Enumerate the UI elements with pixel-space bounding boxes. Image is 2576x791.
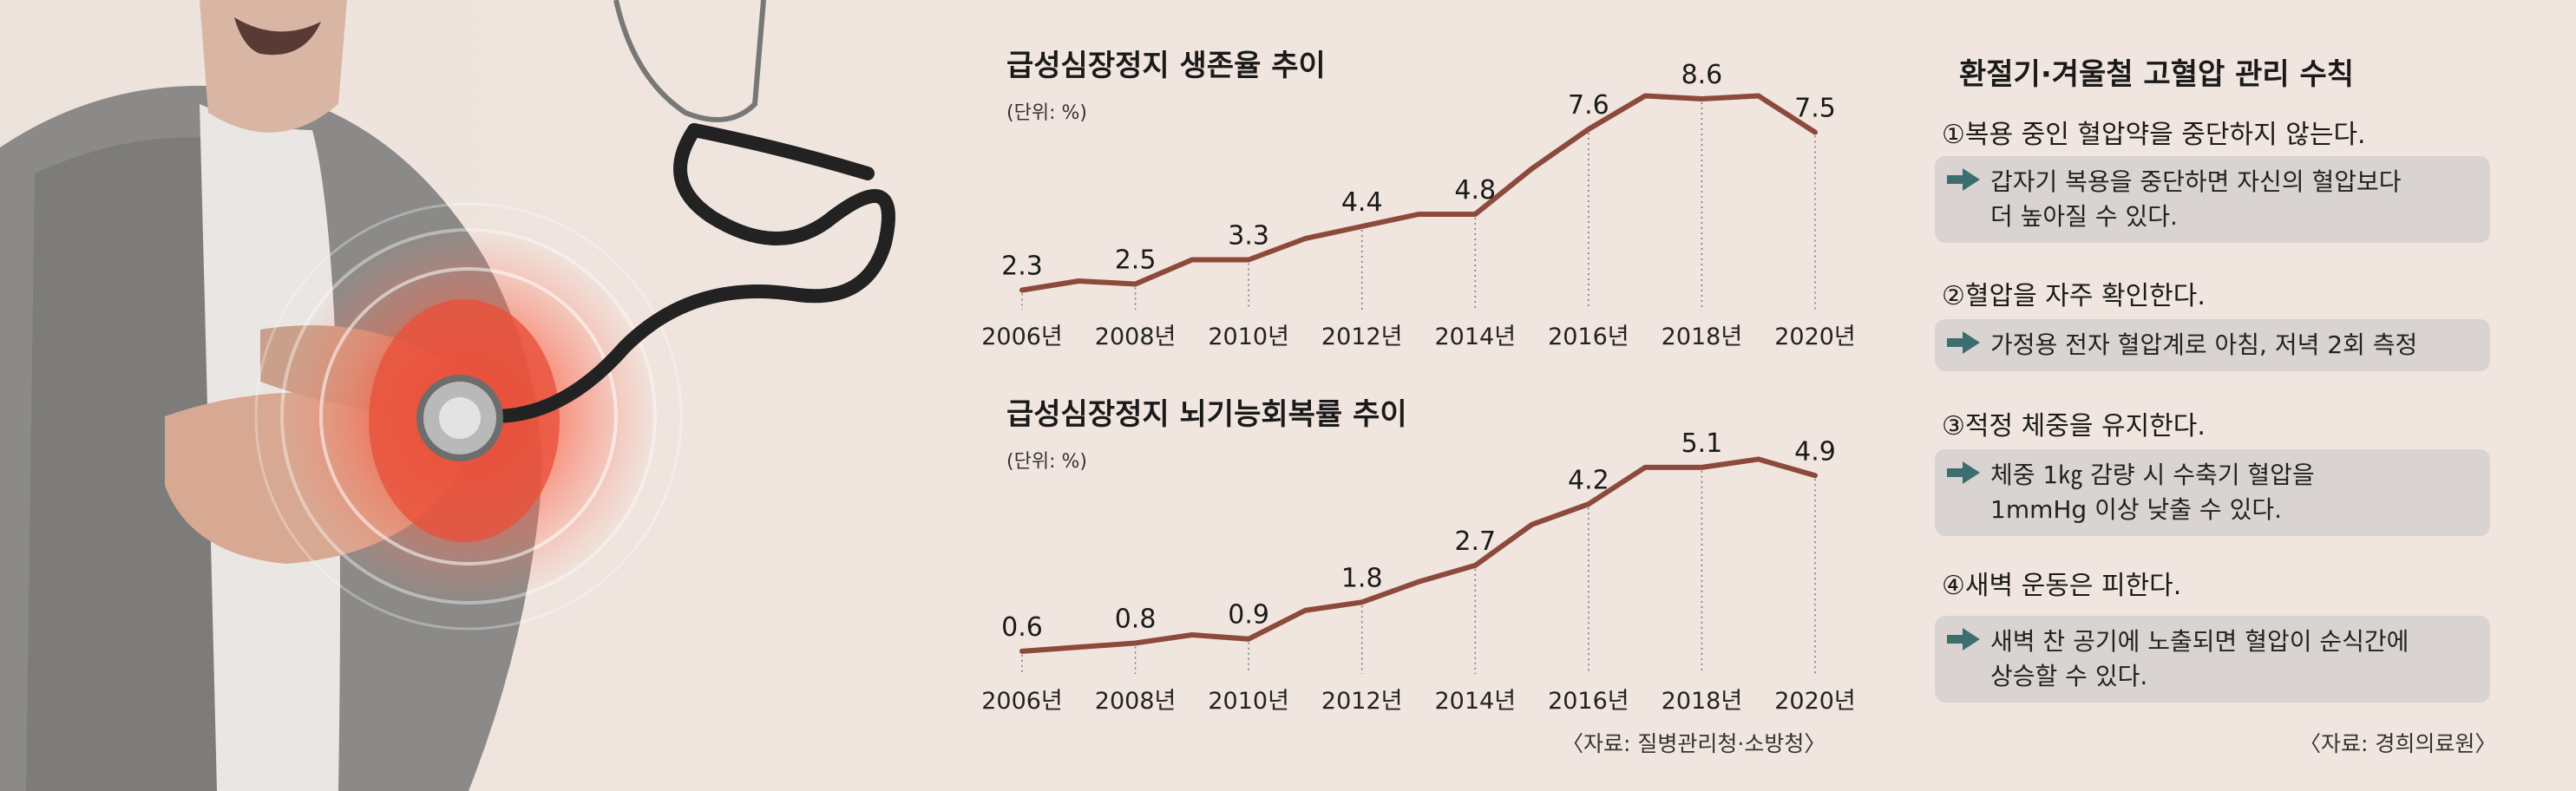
data-label: 0.6 xyxy=(1001,612,1043,643)
rule-4-detail: 새벽 찬 공기에 노출되면 혈압이 순식간에 상승할 수 있다. xyxy=(1990,627,2409,690)
data-label: 8.6 xyxy=(1681,60,1723,90)
rule-1-head: ①복용 중인 혈압약을 중단하지 않는다. xyxy=(1942,120,2366,150)
x-tick-label: 2010년 xyxy=(1208,688,1289,715)
survival-rate-chart: 2.3 2.5 3.3 4.4 4.8 7.6 8.6 7.5 2006년 2008년 2010년 2… xyxy=(981,60,1856,350)
rule-2-head: ②혈압을 자주 확인한다. xyxy=(1942,281,2206,311)
data-label: 4.2 xyxy=(1568,465,1609,495)
data-label: 2.5 xyxy=(1115,245,1157,276)
arrow-right-icon xyxy=(1947,331,1980,354)
x-tick-label: 2006년 xyxy=(981,688,1063,715)
rules-source: 〈자료: 경희의료원〉 xyxy=(2299,731,2497,756)
data-label: 4.8 xyxy=(1454,175,1496,206)
series-line xyxy=(1019,93,1818,293)
rule-2-box: 가정용 전자 혈압계로 아침, 저녁 2회 측정 xyxy=(1935,319,2490,371)
x-tick-label: 2018년 xyxy=(1662,688,1743,715)
heart-attack-illustration xyxy=(0,0,928,791)
rule-1-detail: 갑자기 복용을 중단하면 자신의 혈압보다 더 높아질 수 있다. xyxy=(1990,167,2402,231)
data-label: 7.6 xyxy=(1568,90,1609,121)
charts-source: 〈자료: 질병관리청·소방청〉 xyxy=(1562,731,1826,756)
data-label: 2.3 xyxy=(1001,252,1043,282)
series-line xyxy=(1019,456,1818,654)
data-label: 4.9 xyxy=(1794,436,1836,467)
data-label: 0.8 xyxy=(1115,604,1157,634)
rule-4-head: ④새벽 운동은 피한다. xyxy=(1942,571,2182,601)
x-tick-label: 2010년 xyxy=(1208,324,1289,350)
x-tick-label: 2008년 xyxy=(1095,688,1177,715)
x-tick-label: 2012년 xyxy=(1321,324,1403,350)
rule-2-detail: 가정용 전자 혈압계로 아침, 저녁 2회 측정 xyxy=(1990,330,2418,359)
data-label: 1.8 xyxy=(1341,563,1383,593)
rule-3-detail: 체중 1㎏ 감량 시 수축기 혈압을 1mmHg 이상 낮출 수 있다. xyxy=(1990,461,2315,524)
rule-3-box: 체중 1㎏ 감량 시 수축기 혈압을 1mmHg 이상 낮출 수 있다. xyxy=(1935,449,2490,536)
x-tick-label: 2006년 xyxy=(981,324,1063,350)
data-label: 2.7 xyxy=(1454,526,1496,557)
chart2-unit: (단위: %) xyxy=(1006,451,1087,473)
x-tick-label: 2020년 xyxy=(1774,324,1856,350)
brain-recovery-chart: 0.6 0.8 0.9 1.8 2.7 4.2 5.1 4.9 2006년 2008년 2010년 2… xyxy=(981,428,1856,715)
arrow-right-icon xyxy=(1947,168,1980,191)
x-tick-label: 2016년 xyxy=(1548,324,1629,350)
data-label: 7.5 xyxy=(1794,94,1836,124)
chart2-title: 급성심장정지 뇌기능회복률 추이 xyxy=(1006,397,1407,432)
charts-panel: 급성심장정지 생존율 추이 (단위: %) 2.3 2.5 3.3 4.4 4.8 7.6… xyxy=(954,0,1874,791)
rule-3-head: ③적정 체중을 유지한다. xyxy=(1942,411,2206,441)
arrow-right-icon xyxy=(1947,628,1980,650)
x-tick-label: 2014년 xyxy=(1435,324,1517,350)
bp-rules-panel: 환절기·겨울철 고혈압 관리 수칙 ①복용 중인 혈압약을 중단하지 않는다. … xyxy=(1909,0,2576,791)
chart1-title: 급성심장정지 생존율 추이 xyxy=(1006,49,1326,83)
data-label: 0.9 xyxy=(1228,600,1269,631)
x-tick-label: 2018년 xyxy=(1662,324,1743,350)
data-label: 3.3 xyxy=(1228,221,1269,252)
x-tick-label: 2008년 xyxy=(1095,324,1177,350)
chart1-unit: (단위: %) xyxy=(1006,102,1087,124)
x-tick-label: 2016년 xyxy=(1548,688,1629,715)
x-tick-label: 2020년 xyxy=(1774,688,1856,715)
x-tick-label: 2014년 xyxy=(1435,688,1517,715)
arrow-right-icon xyxy=(1947,461,1980,484)
rules-title: 환절기·겨울철 고혈압 관리 수칙 xyxy=(1959,57,2355,92)
rule-4-box: 새벽 찬 공기에 노출되면 혈압이 순식간에 상승할 수 있다. xyxy=(1935,616,2490,703)
data-label: 5.1 xyxy=(1681,428,1723,459)
data-label: 4.4 xyxy=(1341,187,1383,218)
x-tick-label: 2012년 xyxy=(1321,688,1403,715)
rule-1-box: 갑자기 복용을 중단하면 자신의 혈압보다 더 높아질 수 있다. xyxy=(1935,156,2490,243)
